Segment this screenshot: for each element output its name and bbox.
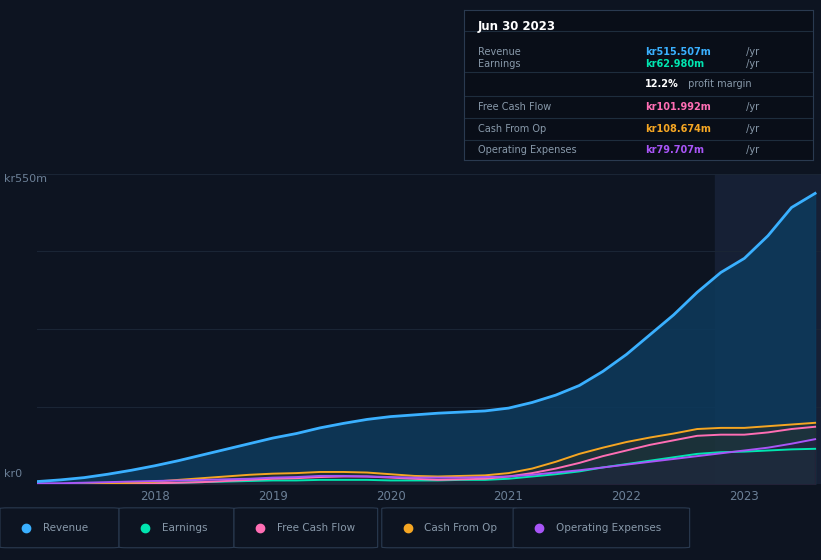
Text: Earnings: Earnings <box>162 523 207 533</box>
Text: Revenue: Revenue <box>478 46 521 57</box>
Text: kr62.980m: kr62.980m <box>645 59 704 69</box>
Text: Jun 30 2023: Jun 30 2023 <box>478 20 556 33</box>
FancyBboxPatch shape <box>382 508 517 548</box>
Text: /yr: /yr <box>743 59 759 69</box>
Text: /yr: /yr <box>743 145 759 155</box>
Text: Revenue: Revenue <box>43 523 88 533</box>
Text: kr515.507m: kr515.507m <box>645 46 711 57</box>
Text: Earnings: Earnings <box>478 59 521 69</box>
Text: Cash From Op: Cash From Op <box>424 523 498 533</box>
Text: Operating Expenses: Operating Expenses <box>478 145 576 155</box>
Text: Cash From Op: Cash From Op <box>478 124 546 134</box>
FancyBboxPatch shape <box>234 508 378 548</box>
Text: 12.2%: 12.2% <box>645 79 679 89</box>
Text: kr108.674m: kr108.674m <box>645 124 711 134</box>
Bar <box>715 174 821 484</box>
Text: kr101.992m: kr101.992m <box>645 102 711 112</box>
Text: /yr: /yr <box>743 102 759 112</box>
FancyBboxPatch shape <box>0 508 119 548</box>
Text: /yr: /yr <box>743 124 759 134</box>
Text: Free Cash Flow: Free Cash Flow <box>277 523 355 533</box>
Text: kr550m: kr550m <box>4 174 47 184</box>
FancyBboxPatch shape <box>119 508 234 548</box>
Text: Free Cash Flow: Free Cash Flow <box>478 102 551 112</box>
FancyBboxPatch shape <box>513 508 690 548</box>
Text: /yr: /yr <box>743 46 759 57</box>
Text: profit margin: profit margin <box>686 79 752 89</box>
Text: kr79.707m: kr79.707m <box>645 145 704 155</box>
Text: kr0: kr0 <box>4 469 22 479</box>
Text: Operating Expenses: Operating Expenses <box>556 523 661 533</box>
